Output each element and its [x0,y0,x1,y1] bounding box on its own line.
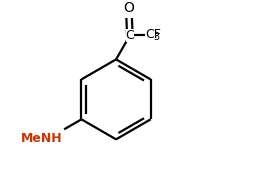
Text: 3: 3 [153,32,159,42]
Text: O: O [124,1,134,15]
Text: MeNH: MeNH [21,132,63,145]
Text: CF: CF [146,28,161,41]
Text: C: C [126,29,134,42]
